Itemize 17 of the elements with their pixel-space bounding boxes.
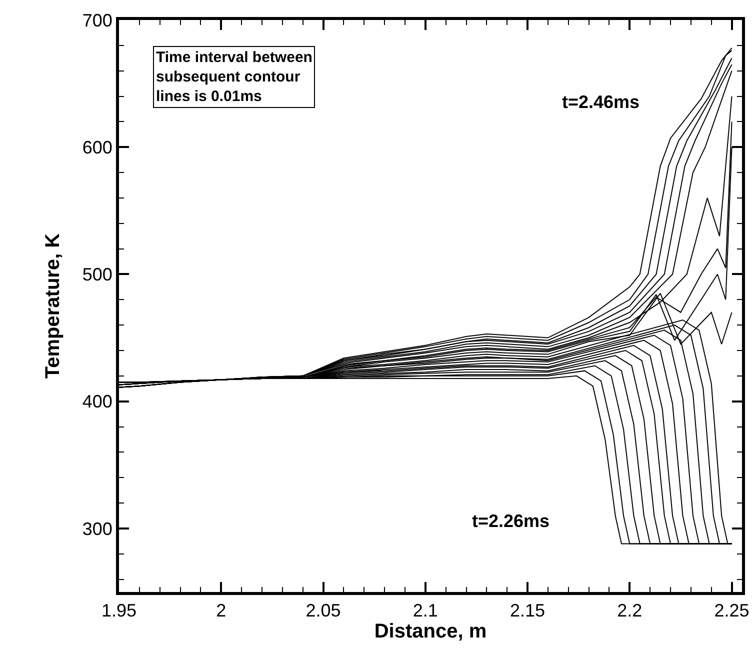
- y-tick-label: 500: [82, 264, 112, 285]
- y-tick-label: 400: [82, 392, 112, 412]
- x-tick-label: 2.25: [714, 600, 750, 621]
- x-tick-label: 2.05: [306, 600, 341, 621]
- y-tick-label: 600: [82, 137, 112, 158]
- y-tick-label: 300: [82, 518, 112, 539]
- x-tick-label: 1.95: [101, 600, 137, 621]
- x-tick-label: 2: [216, 600, 226, 621]
- x-tick-label: 2.1: [412, 600, 438, 621]
- x-axis-title: Distance, m: [374, 620, 487, 643]
- annotation: t=2.26ms: [472, 511, 550, 531]
- annotation: Time interval between subsequent contour lines is 0.01ms: [156, 49, 312, 105]
- y-axis-title: Temperature, K: [42, 232, 64, 379]
- annotation: t=2.46ms: [562, 92, 640, 112]
- x-tick-label: 2.15: [510, 600, 546, 621]
- x-tick-label: 2.2: [617, 600, 642, 621]
- y-tick-label: 700: [82, 10, 112, 30]
